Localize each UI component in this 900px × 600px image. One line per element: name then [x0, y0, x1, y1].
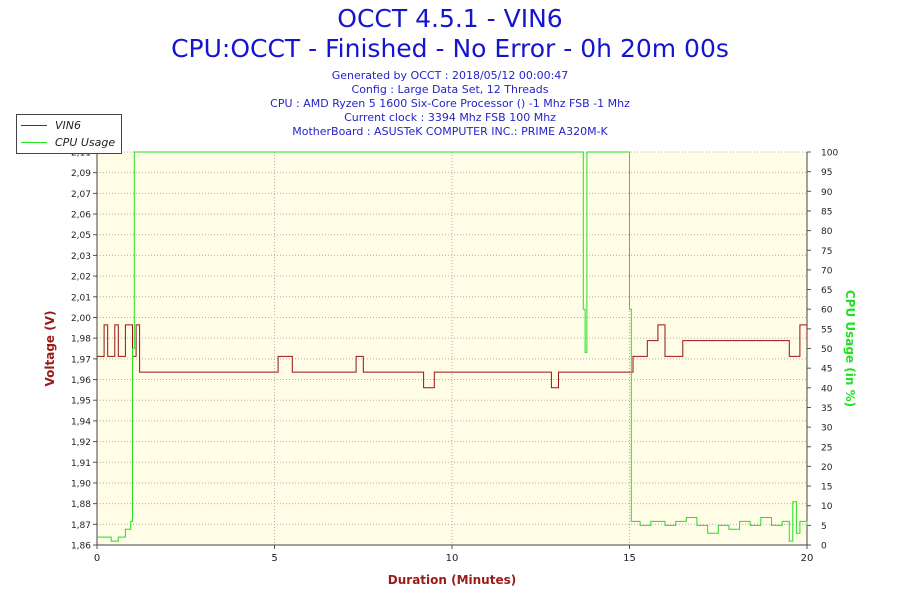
x-tick-label: 15	[623, 553, 636, 564]
motherboard-info: MotherBoard : ASUSTeK COMPUTER INC.: PRI…	[292, 125, 608, 138]
y-tick-label: 2,07	[71, 190, 91, 200]
y-tick-label: 2,09	[71, 169, 91, 179]
tick-labels: 0 5 10 15 20 1,86 1,87 1,88 1,90 1,91 1,92 1,94 1,95…	[71, 149, 838, 565]
y2-tick-label: 30	[821, 424, 833, 434]
y-tick-label: 1,87	[71, 521, 91, 531]
y-tick-label: 1,90	[71, 479, 91, 489]
y-tick-label: 1,97	[71, 355, 91, 365]
chart-subtitle: CPU:OCCT - Finished - No Error - 0h 20m …	[171, 34, 729, 63]
y2-tick-label: 65	[821, 286, 832, 296]
generated-info: Generated by OCCT : 2018/05/12 00:00:47	[331, 69, 569, 82]
y2-tick-label: 15	[821, 483, 832, 493]
y2-tick-label: 45	[821, 365, 832, 375]
y2-tick-label: 80	[821, 227, 833, 237]
series-line-vin6	[97, 324, 808, 389]
y2-tick-label: 40	[821, 384, 833, 394]
y2-tick-label: 75	[821, 247, 832, 257]
y-tick-label: 2,03	[71, 252, 91, 262]
legend-swatch-cpu-usage	[21, 141, 47, 143]
y2-tick-label: 35	[821, 404, 832, 414]
y-tick-label: 1,98	[71, 335, 91, 345]
y2-tick-label: 5	[821, 522, 827, 532]
series-line-cpu-usage	[97, 151, 808, 542]
config-info: Config : Large Data Set, 12 Threads	[351, 83, 549, 96]
x-tick-label: 10	[446, 553, 459, 564]
chart-title: OCCT 4.5.1 - VIN6	[337, 4, 563, 33]
y2-tick-label: 25	[821, 443, 832, 453]
legend-swatch-vin6	[21, 124, 47, 126]
x-axis-label: Duration (Minutes)	[388, 573, 516, 587]
y-tick-label: 2,02	[71, 273, 91, 283]
y2-tick-label: 85	[821, 207, 832, 217]
cpu-info: CPU : AMD Ryzen 5 1600 Six-Core Processo…	[270, 97, 630, 110]
x-tick-label: 5	[271, 553, 277, 564]
chart-legend: VIN6 CPU Usage	[16, 114, 122, 154]
y2-tick-label: 20	[821, 463, 833, 473]
series-lines	[97, 151, 808, 542]
y2-tick-label: 70	[821, 266, 833, 276]
y-tick-label: 1,96	[71, 376, 91, 386]
y2-tick-label: 60	[821, 306, 833, 316]
y-tick-label: 1,86	[71, 542, 91, 552]
clock-info: Current clock : 3394 Mhz FSB 100 Mhz	[344, 111, 556, 124]
legend-item-vin6: VIN6	[21, 117, 81, 133]
y2-tick-label: 10	[821, 502, 833, 512]
legend-label-vin6: VIN6	[55, 118, 81, 132]
y-tick-label: 2,05	[71, 231, 91, 241]
y-tick-label: 2,00	[71, 314, 91, 324]
y-tick-label: 1,95	[71, 397, 91, 407]
y2-tick-label: 100	[821, 149, 838, 159]
y-tick-label: 1,94	[71, 417, 91, 427]
legend-item-cpu-usage: CPU Usage	[21, 134, 115, 150]
plot-area	[97, 152, 807, 545]
x-tick-label: 0	[94, 553, 100, 564]
y2-tick-label: 50	[821, 345, 833, 355]
y-tick-label: 1,92	[71, 438, 91, 448]
x-tick-label: 20	[801, 553, 814, 564]
y2-tick-label: 90	[821, 188, 833, 198]
axes	[93, 151, 811, 549]
y-axis-label: Voltage (V)	[43, 311, 57, 387]
y-tick-label: 1,88	[71, 500, 91, 510]
y-tick-label: 1,91	[71, 459, 91, 469]
legend-label-cpu-usage: CPU Usage	[55, 135, 116, 149]
y2-tick-label: 55	[821, 325, 832, 335]
y-tick-label: 2,01	[71, 293, 91, 303]
y2-tick-label: 95	[821, 168, 832, 178]
y2-axis-label: CPU Usage (in %)	[843, 290, 857, 407]
y2-tick-label: 0	[821, 542, 827, 552]
y-tick-label: 2,06	[71, 211, 91, 221]
